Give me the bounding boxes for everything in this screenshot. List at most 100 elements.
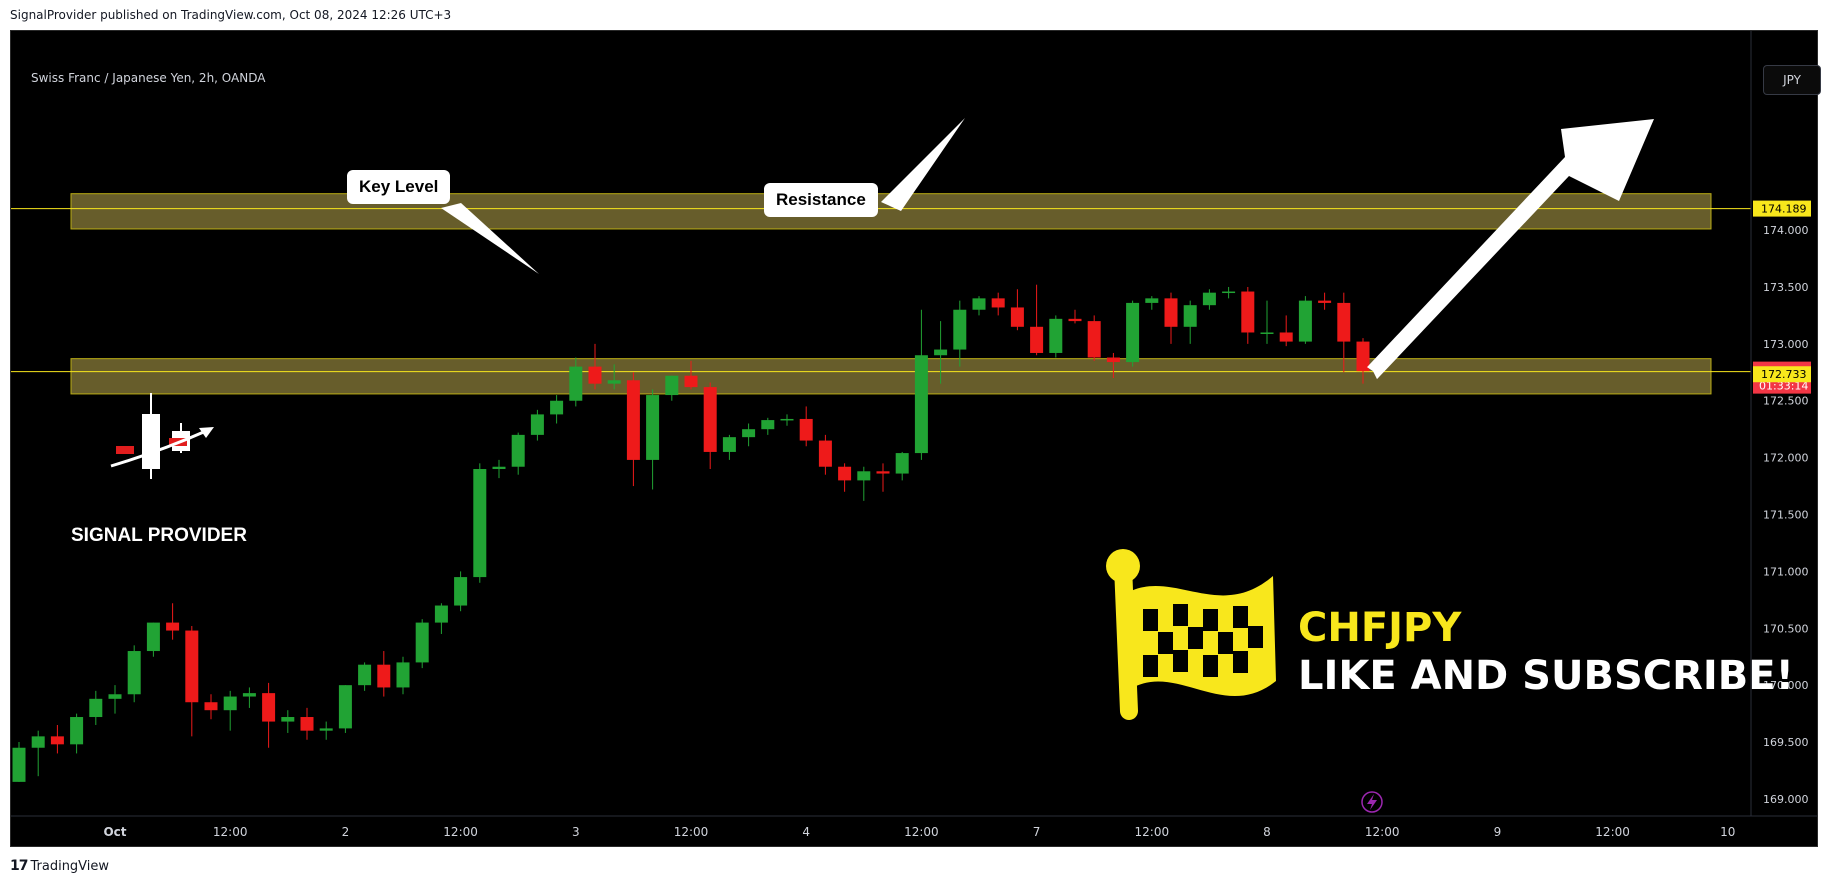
- chart-background: [11, 31, 1817, 846]
- candle-body: [665, 375, 679, 396]
- candle-body: [761, 420, 775, 430]
- brand-logo-swoosh-icon: [110, 429, 207, 468]
- time-tick-label: 12:00: [1595, 825, 1630, 839]
- candle-body: [991, 298, 1005, 308]
- promo-subtitle: LIKE AND SUBSCRIBE!: [1298, 653, 1794, 699]
- candle-body: [722, 437, 736, 452]
- tradingview-logo-icon: 17: [10, 858, 29, 874]
- candle-body: [166, 622, 180, 631]
- candle-body: [1318, 300, 1332, 303]
- candle-body: [31, 736, 45, 748]
- candle-body: [319, 728, 333, 731]
- candle-body: [742, 429, 756, 438]
- candle-body: [146, 622, 160, 652]
- time-tick-label: 12:00: [1135, 825, 1170, 839]
- candle-body: [684, 375, 698, 388]
- candle-body: [300, 717, 314, 731]
- time-tick-label: 12:00: [213, 825, 248, 839]
- candle-body: [934, 349, 948, 356]
- price-tick-label: 169.000: [1763, 793, 1809, 806]
- candle-body: [1260, 332, 1274, 334]
- promo-title: CHFJPY: [1298, 605, 1462, 651]
- price-tick-label: 173.000: [1763, 338, 1809, 351]
- candlestick-chart[interactable]: 174.000 173.500 173.000 172.500 172.000 171.5…: [11, 31, 1817, 846]
- price-tick-label: 171.000: [1763, 565, 1809, 578]
- candle-body: [1010, 307, 1024, 327]
- time-tick-label: 9: [1494, 825, 1502, 839]
- price-tick-label: 172.500: [1763, 395, 1809, 408]
- price-tick-label: 169.500: [1763, 736, 1809, 749]
- candle-body: [108, 694, 122, 699]
- candle-body: [799, 418, 813, 441]
- resistance-pointer: [881, 118, 965, 211]
- candle-body: [703, 387, 717, 452]
- brand-logo-red-icon: [116, 446, 134, 454]
- candle-body: [1164, 298, 1178, 327]
- candle-body: [1087, 321, 1101, 358]
- lightning-icon: [1361, 791, 1383, 813]
- price-tick-label: 172.000: [1763, 452, 1809, 465]
- zone-key-level: [70, 358, 1712, 395]
- candle-body: [1049, 318, 1063, 353]
- price-tick-label: 173.500: [1763, 281, 1809, 294]
- candle-body: [12, 747, 26, 782]
- candle-body: [818, 440, 832, 467]
- candle-body: [377, 664, 391, 688]
- currency-button[interactable]: JPY: [1763, 65, 1821, 95]
- time-tick-label: 4: [802, 825, 810, 839]
- candle-body: [50, 736, 64, 745]
- candle-body: [358, 664, 372, 686]
- candle-body: [895, 453, 909, 474]
- time-tick-label: 12:00: [904, 825, 939, 839]
- time-tick-label: 12:00: [1365, 825, 1400, 839]
- candle-body: [223, 696, 237, 711]
- candle-body: [876, 471, 890, 474]
- chart-pane[interactable]: 174.000 173.500 173.000 172.500 172.000 171.5…: [10, 30, 1821, 847]
- candle-body: [1279, 332, 1293, 342]
- candle-body: [530, 414, 544, 435]
- candle-body: [1068, 318, 1082, 322]
- candle-body: [1183, 305, 1197, 327]
- candle-body: [1222, 291, 1236, 294]
- candle-body: [492, 466, 506, 470]
- time-tick-label: 7: [1033, 825, 1041, 839]
- candle-body: [1030, 326, 1044, 353]
- candle-body: [1337, 302, 1351, 342]
- candle-body: [1202, 292, 1216, 306]
- candle-body: [1356, 341, 1370, 372]
- price-tag-zone-label: 172.733: [1761, 368, 1807, 381]
- time-tick-label: 3: [572, 825, 580, 839]
- candle-body: [281, 717, 295, 722]
- price-tag-zone: [1753, 200, 1811, 217]
- candle-body: [972, 298, 986, 310]
- candle-body: [185, 630, 199, 703]
- candle-body: [1241, 291, 1255, 333]
- candle-body: [780, 418, 794, 421]
- candle-body: [838, 466, 852, 481]
- resistance-callout: Resistance: [764, 183, 878, 217]
- price-tick-label: 171.500: [1763, 509, 1809, 522]
- candle-body: [396, 662, 410, 688]
- candle-body: [1106, 357, 1120, 363]
- time-tick-label: 12:00: [443, 825, 478, 839]
- candle-body: [588, 366, 602, 384]
- time-tick-label: 12:00: [674, 825, 709, 839]
- publish-attribution: SignalProvider published on TradingView.…: [10, 8, 452, 22]
- candle-body: [473, 469, 487, 578]
- lightning-bolt-icon: [1367, 794, 1377, 810]
- candle-body: [262, 693, 276, 722]
- footer[interactable]: 17 TradingView: [10, 858, 109, 874]
- candle-body: [857, 471, 871, 481]
- candle-body: [454, 577, 468, 606]
- candle-body: [70, 717, 84, 745]
- candle-body: [626, 380, 640, 460]
- candle-body: [550, 400, 564, 415]
- time-tick-label: Oct: [103, 825, 126, 839]
- time-tick-label: 8: [1263, 825, 1271, 839]
- candle-body: [511, 434, 525, 467]
- footer-label: TradingView: [30, 858, 110, 874]
- candle-body: [338, 685, 352, 729]
- candle-body: [1298, 300, 1312, 342]
- candle-body: [415, 622, 429, 663]
- symbol-title: Swiss Franc / Japanese Yen, 2h, OANDA: [31, 71, 266, 85]
